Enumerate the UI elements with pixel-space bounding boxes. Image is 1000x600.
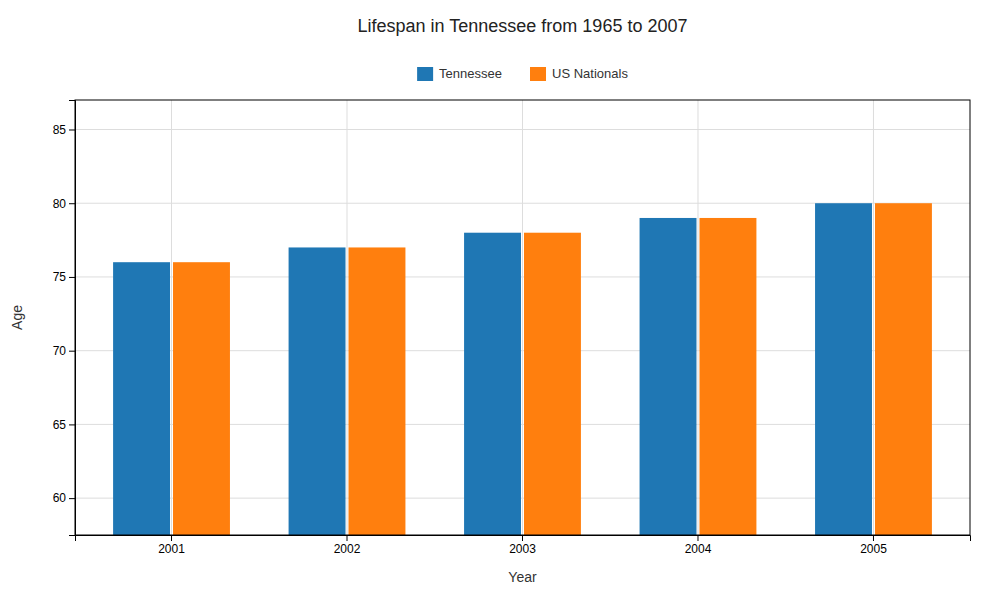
axis-line — [76, 536, 971, 542]
y-tick: 80 — [53, 197, 75, 211]
tick-label: 80 — [53, 197, 67, 211]
tick-mark — [69, 203, 75, 204]
tick-mark — [69, 351, 75, 352]
x-tick: 2005 — [860, 535, 887, 556]
tick-mark — [522, 535, 523, 541]
y-tick: 85 — [53, 123, 75, 137]
bar — [173, 262, 230, 535]
tick-mark — [69, 424, 75, 425]
legend-label: Tennessee — [439, 66, 502, 81]
tick-label: 2003 — [509, 542, 536, 556]
tick-label: 2002 — [334, 542, 361, 556]
plot-frame — [75, 100, 970, 535]
x-tick: 2003 — [509, 535, 536, 556]
legend-swatch — [417, 67, 433, 81]
x-axis: 2001 2002 2003 2004 2005 — [76, 535, 971, 556]
tick-label: 65 — [53, 418, 67, 432]
bar — [524, 233, 581, 535]
chart: 60 65 70 75 80 85 2001 2002 2003 2004 2005 Lifespan… — [0, 0, 1000, 600]
bar-series — [173, 203, 932, 535]
axis-line — [69, 101, 76, 536]
grid-line — [873, 100, 874, 535]
tick-label: 2001 — [158, 542, 185, 556]
legend-item: US Nationals — [530, 66, 628, 81]
tick-label: 2004 — [685, 542, 712, 556]
tick-mark — [69, 129, 75, 130]
y-axis: 60 65 70 75 80 85 — [53, 101, 76, 536]
y-tick: 65 — [53, 418, 75, 432]
x-tick: 2001 — [158, 535, 185, 556]
tick-mark — [171, 535, 172, 541]
legend-item: Tennessee — [417, 66, 502, 81]
legend-label: US Nationals — [552, 66, 628, 81]
tick-label: 75 — [53, 270, 67, 284]
x-tick: 2004 — [685, 535, 712, 556]
bar — [699, 218, 756, 535]
legend: Tennessee US Nationals — [417, 66, 628, 81]
tick-mark — [69, 498, 75, 499]
tick-label: 2005 — [860, 542, 887, 556]
grid-line — [697, 100, 698, 535]
grid-line — [347, 100, 348, 535]
bar-series — [113, 203, 872, 535]
y-tick: 75 — [53, 270, 75, 284]
bar — [113, 262, 170, 535]
y-tick: 70 — [53, 344, 75, 358]
bar — [640, 218, 697, 535]
x-tick: 2002 — [334, 535, 361, 556]
bars — [113, 203, 932, 535]
tick-label: 70 — [53, 344, 67, 358]
tick-mark — [69, 277, 75, 278]
bar — [349, 247, 406, 535]
y-tick: 60 — [53, 491, 75, 505]
bar — [875, 203, 932, 535]
tick-mark — [697, 535, 698, 541]
bar — [289, 247, 346, 535]
legend-swatch — [530, 67, 546, 81]
tick-label: 85 — [53, 123, 67, 137]
plot: 60 65 70 75 80 85 2001 2002 2003 2004 2005 — [53, 100, 971, 556]
x-axis-title: Year — [508, 569, 537, 585]
tick-mark — [873, 535, 874, 541]
grid-line — [522, 100, 523, 535]
bar — [464, 233, 521, 535]
y-axis-title: Age — [9, 305, 25, 330]
grid-line — [171, 100, 172, 535]
tick-mark — [347, 535, 348, 541]
bar — [815, 203, 872, 535]
title: Lifespan in Tennessee from 1965 to 2007 — [358, 16, 688, 36]
tick-label: 60 — [53, 491, 67, 505]
grid — [75, 100, 970, 535]
